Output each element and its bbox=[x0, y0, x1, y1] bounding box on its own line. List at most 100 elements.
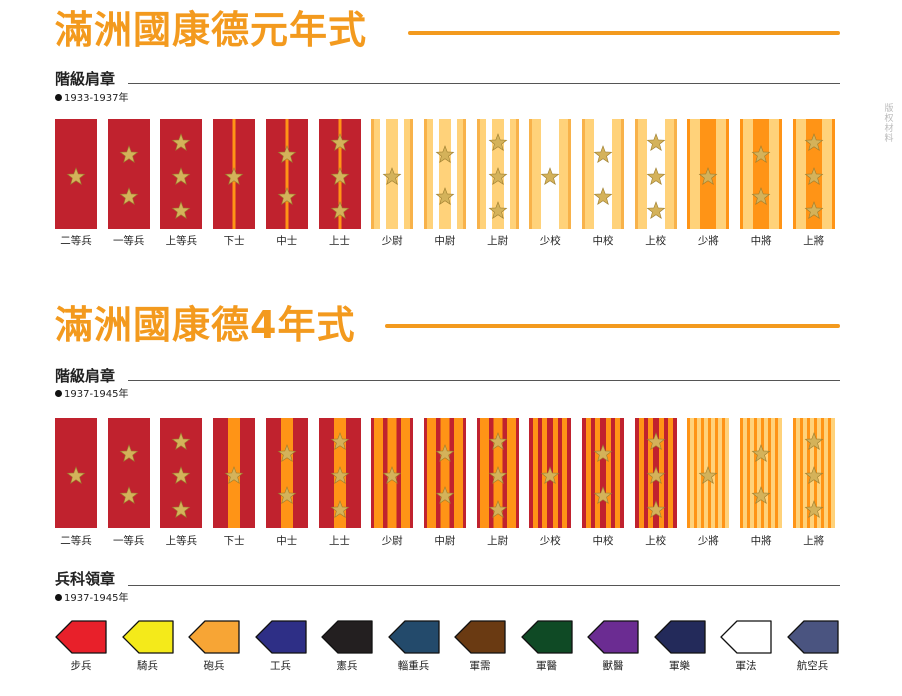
collar-badge bbox=[254, 620, 307, 654]
rank-label: 中將 bbox=[750, 535, 772, 547]
shoulder-board bbox=[371, 418, 414, 528]
star-icon bbox=[646, 133, 666, 151]
rank-label: 中將 bbox=[750, 235, 772, 247]
shoulder-board bbox=[213, 418, 256, 528]
shoulder-board-graphic bbox=[792, 418, 835, 528]
collar-badge-graphic bbox=[454, 620, 506, 654]
star-icon bbox=[277, 187, 297, 205]
shoulder-board-graphic bbox=[318, 119, 361, 229]
star-icon bbox=[330, 432, 349, 450]
star-icon bbox=[172, 133, 191, 151]
shoulder-board-graphic bbox=[371, 418, 414, 528]
shoulder-board bbox=[423, 119, 466, 229]
bullet-icon bbox=[55, 94, 62, 101]
rank-label: 下士 bbox=[223, 535, 245, 547]
rank-label: 少尉 bbox=[381, 235, 403, 247]
section1-title: 滿洲國康德元年式 bbox=[55, 8, 368, 52]
star-icon bbox=[488, 201, 507, 219]
star-icon bbox=[646, 466, 666, 484]
shoulder-board bbox=[582, 418, 624, 528]
shoulder-board bbox=[740, 418, 783, 528]
star-icon bbox=[804, 432, 824, 450]
branch-label: 砲兵 bbox=[203, 660, 225, 672]
rank-label: 上校 bbox=[645, 235, 667, 247]
shoulder-board bbox=[582, 119, 624, 229]
collar-badge bbox=[653, 620, 706, 654]
collar-badge bbox=[587, 620, 639, 654]
shoulder-board bbox=[107, 119, 150, 229]
shoulder-board-graphic bbox=[476, 418, 519, 528]
section1-subtitle: 階級肩章 bbox=[55, 70, 116, 88]
bullet-icon bbox=[55, 594, 62, 601]
star-icon bbox=[330, 500, 349, 518]
star-icon bbox=[277, 444, 297, 462]
shoulder-board-graphic bbox=[634, 119, 677, 229]
star-icon bbox=[699, 466, 718, 484]
star-icon bbox=[172, 466, 191, 484]
shoulder-board-graphic bbox=[529, 418, 572, 528]
star-icon bbox=[330, 133, 349, 151]
star-icon bbox=[488, 500, 507, 518]
branch-label: 軍需 bbox=[469, 660, 491, 672]
star-icon bbox=[488, 432, 507, 450]
rank-label: 二等兵 bbox=[60, 235, 92, 247]
collar-badge-graphic bbox=[55, 620, 107, 654]
collar-badge-graphic bbox=[520, 620, 573, 654]
star-icon bbox=[646, 201, 666, 219]
bullet-icon bbox=[55, 390, 62, 397]
section2-subtitle: 階級肩章 bbox=[55, 367, 116, 385]
shoulder-board-graphic bbox=[55, 119, 97, 229]
shoulder-board-graphic bbox=[371, 119, 414, 229]
star-icon bbox=[751, 486, 771, 504]
shoulder-board-graphic bbox=[107, 119, 150, 229]
star-icon bbox=[646, 432, 666, 450]
shoulder-board bbox=[476, 119, 519, 229]
star-icon bbox=[119, 444, 139, 462]
shoulder-board bbox=[107, 418, 150, 528]
branch-label: 獸醫 bbox=[602, 660, 624, 672]
branch-label: 輜重兵 bbox=[397, 660, 430, 672]
collar-badge bbox=[188, 620, 240, 654]
star-icon bbox=[804, 133, 824, 151]
branch-label: 航空兵 bbox=[796, 660, 829, 672]
section1-period-text: 1933-1937年 bbox=[64, 93, 129, 104]
star-icon bbox=[172, 201, 191, 219]
rank-label: 少校 bbox=[539, 535, 561, 547]
shoulder-board-graphic bbox=[740, 418, 783, 528]
star-icon bbox=[435, 187, 455, 205]
shoulder-board bbox=[792, 418, 835, 528]
shoulder-board bbox=[55, 119, 97, 229]
collar-badge-graphic bbox=[786, 620, 839, 654]
rank-label: 中士 bbox=[276, 535, 298, 547]
shoulder-board-graphic bbox=[107, 418, 150, 528]
rank-label: 上士 bbox=[329, 235, 350, 247]
shoulder-board-graphic bbox=[792, 119, 835, 229]
shoulder-board-graphic bbox=[265, 119, 308, 229]
shoulder-board-graphic bbox=[687, 418, 730, 528]
star-icon bbox=[330, 167, 349, 185]
star-icon bbox=[593, 187, 613, 205]
rank-label: 少校 bbox=[539, 235, 561, 247]
shoulder-board-graphic bbox=[423, 119, 466, 229]
rank-label: 上將 bbox=[803, 235, 825, 247]
rank-label: 上尉 bbox=[487, 235, 509, 247]
collar-badge bbox=[387, 620, 440, 654]
collar-badge bbox=[321, 620, 373, 654]
star-icon bbox=[277, 486, 297, 504]
shoulder-board-graphic bbox=[213, 418, 256, 528]
branch-label: 軍法 bbox=[735, 660, 757, 672]
shoulder-board bbox=[792, 119, 835, 229]
branch-label: 工兵 bbox=[270, 660, 291, 672]
shoulder-board bbox=[529, 119, 572, 229]
star-icon bbox=[382, 167, 402, 185]
shoulder-board bbox=[476, 418, 519, 528]
star-icon bbox=[277, 145, 297, 163]
star-icon bbox=[172, 500, 191, 518]
rank-label: 上將 bbox=[803, 535, 825, 547]
rank-label: 二等兵 bbox=[60, 535, 92, 547]
section2-subtitle-rule bbox=[128, 380, 840, 381]
section1-period: 1933-1937年 bbox=[55, 93, 129, 105]
shoulder-board bbox=[318, 119, 361, 229]
collar-badge-graphic bbox=[321, 620, 373, 654]
star-icon bbox=[488, 466, 507, 484]
